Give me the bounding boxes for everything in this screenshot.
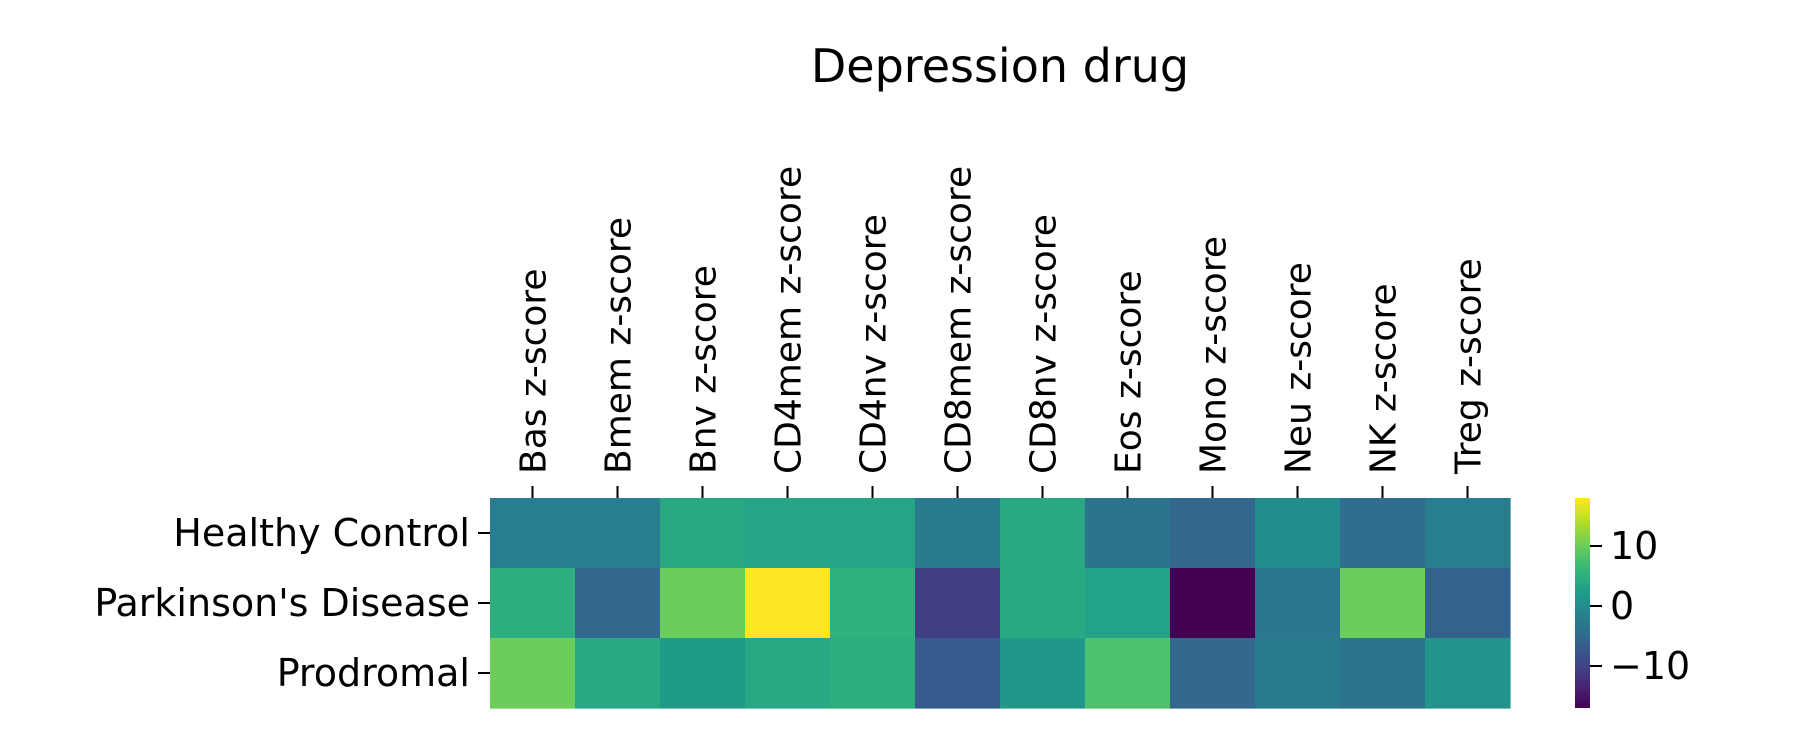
- colorbar: [1575, 498, 1590, 708]
- heatmap-cell: [1255, 568, 1341, 639]
- heatmap-cell: [1425, 498, 1511, 569]
- heatmap-cell: [1085, 638, 1171, 709]
- heatmap-cell: [1255, 638, 1341, 709]
- heatmap-cell: [830, 568, 916, 639]
- x-tick-label: Neu z-score: [1279, 262, 1320, 474]
- heatmap-cell: [1170, 638, 1256, 709]
- x-tick-label: Bas z-score: [514, 268, 555, 474]
- x-tick-label: Mono z-score: [1194, 236, 1235, 474]
- chart-title: Depression drug: [811, 39, 1189, 93]
- heatmap-cell: [1085, 568, 1171, 639]
- heatmap-cell: [1340, 638, 1426, 709]
- heatmap-cell: [830, 498, 916, 569]
- x-tick-label: Bnv z-score: [684, 265, 725, 474]
- heatmap-cell: [660, 498, 746, 569]
- heatmap-cell: [1000, 568, 1086, 639]
- x-tick-label: CD8nv z-score: [1024, 214, 1065, 474]
- heatmap-cell: [1340, 568, 1426, 639]
- heatmap-cell: [490, 638, 576, 709]
- x-tick-label: CD8mem z-score: [939, 166, 980, 474]
- heatmap-cell: [1425, 568, 1511, 639]
- x-tick-label: CD4nv z-score: [854, 214, 895, 474]
- x-tick-label: CD4mem z-score: [769, 166, 810, 474]
- heatmap-cell: [575, 498, 661, 569]
- colorbar-tick-label: −10: [1610, 644, 1690, 688]
- heatmap-cell: [1425, 638, 1511, 709]
- x-tick-label: Bmem z-score: [599, 217, 640, 474]
- y-axis: Healthy Control Parkinson's Disease Prodro…: [94, 511, 490, 695]
- heatmap-cell: [1170, 498, 1256, 569]
- heatmap-cell: [1255, 498, 1341, 569]
- heatmap-cell: [915, 498, 1001, 569]
- x-tick-label: NK z-score: [1364, 283, 1405, 474]
- heatmap-cell: [745, 568, 831, 639]
- heatmap-cell: [660, 568, 746, 639]
- heatmap-cell: [1085, 498, 1171, 569]
- heatmap-cell: [575, 568, 661, 639]
- y-tick-label: Prodromal: [277, 651, 470, 695]
- heatmap-cell: [575, 638, 661, 709]
- y-tick-label: Healthy Control: [173, 511, 470, 555]
- y-tick-label: Parkinson's Disease: [94, 581, 470, 625]
- x-tick-label: Eos z-score: [1109, 270, 1150, 474]
- heatmap-cell: [915, 638, 1001, 709]
- heatmap-cell: [1000, 638, 1086, 709]
- colorbar-tick-label: 10: [1610, 524, 1658, 568]
- x-axis: Bas z-score Bmem z-score Bnv z-score CD4mem…: [514, 166, 1490, 498]
- heatmap-cells: [490, 498, 1511, 709]
- heatmap-cell: [490, 498, 576, 569]
- heatmap-cell: [745, 638, 831, 709]
- colorbar-ticks: 10 0 −10: [1590, 524, 1690, 688]
- x-tick-label: Treg z-score: [1449, 258, 1490, 475]
- heatmap-cell: [745, 498, 831, 569]
- colorbar-tick-label: 0: [1610, 584, 1634, 628]
- heatmap-cell: [915, 568, 1001, 639]
- heatmap-cell: [1170, 568, 1256, 639]
- heatmap-cell: [490, 568, 576, 639]
- heatmap-cell: [1000, 498, 1086, 569]
- heatmap-cell: [830, 638, 916, 709]
- heatmap-cell: [660, 638, 746, 709]
- heatmap-cell: [1340, 498, 1426, 569]
